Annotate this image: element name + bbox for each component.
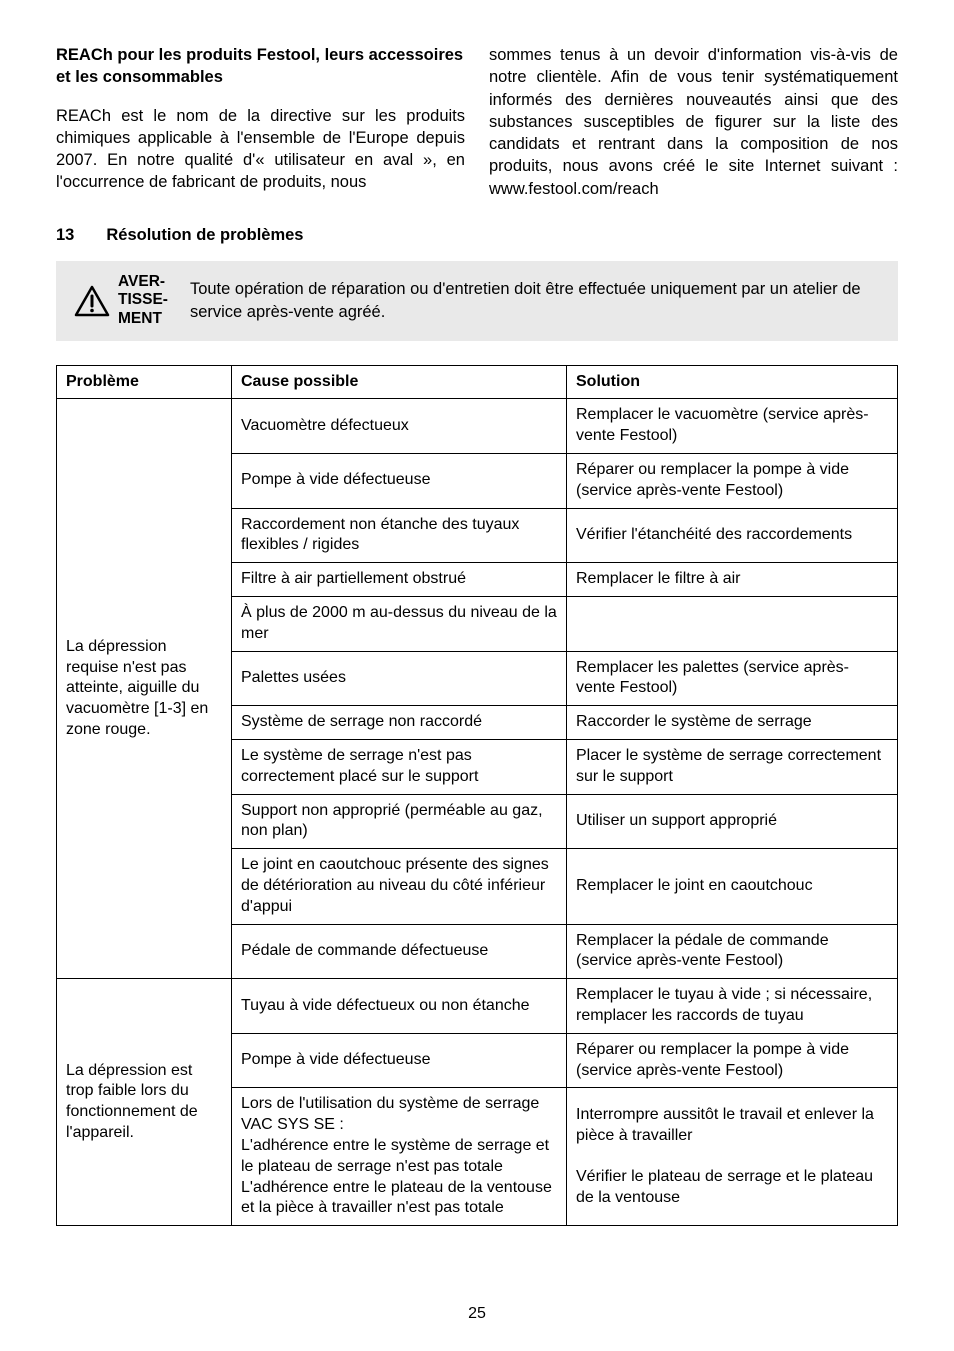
troubleshooting-table: Problème Cause possible Solution La dépr… bbox=[56, 365, 898, 1227]
warning-callout: AVER- TISSE- MENT Toute opération de rép… bbox=[56, 261, 898, 341]
cause-cell: Système de serrage non raccordé bbox=[232, 706, 567, 740]
solution-cell: Placer le système de serrage correctemen… bbox=[567, 740, 898, 795]
solution-cell: Remplacer le vacuomètre (service après-v… bbox=[567, 399, 898, 454]
cause-cell: Raccordement non étanche des tuyaux flex… bbox=[232, 508, 567, 563]
intro-right-col: sommes tenus à un devoir d'information v… bbox=[489, 44, 898, 200]
solution-cell: Remplacer les palettes (service après-ve… bbox=[567, 651, 898, 706]
header-cause: Cause possible bbox=[232, 365, 567, 399]
section-13-header: 13 Résolution de problèmes bbox=[56, 226, 898, 245]
solution-cell: Remplacer le filtre à air bbox=[567, 563, 898, 597]
cause-cell: Le système de serrage n'est pas correcte… bbox=[232, 740, 567, 795]
table-header-row: Problème Cause possible Solution bbox=[57, 365, 898, 399]
solution-cell: Réparer ou remplacer la pompe à vide (se… bbox=[567, 454, 898, 509]
solution-cell bbox=[567, 597, 898, 652]
cause-cell: Support non approprié (perméable au gaz,… bbox=[232, 794, 567, 849]
cause-cell: À plus de 2000 m au-dessus du niveau de … bbox=[232, 597, 567, 652]
reach-right-body: sommes tenus à un devoir d'information v… bbox=[489, 44, 898, 200]
cause-cell: Filtre à air partiellement obstrué bbox=[232, 563, 567, 597]
solution-cell: Remplacer le tuyau à vide ; si nécessair… bbox=[567, 979, 898, 1034]
solution-cell: Remplacer la pédale de commande (service… bbox=[567, 924, 898, 979]
section-number: 13 bbox=[56, 226, 74, 245]
reach-left-body: REACh est le nom de la directive sur les… bbox=[56, 105, 465, 194]
header-probleme: Problème bbox=[57, 365, 232, 399]
warning-label-text: AVER- TISSE- MENT bbox=[118, 273, 168, 329]
solution-cell: Réparer ou remplacer la pompe à vide (se… bbox=[567, 1033, 898, 1088]
cause-cell: Lors de l'utilisation du système de serr… bbox=[232, 1088, 567, 1226]
table-row: La dépression requise n'est pas atteinte… bbox=[57, 399, 898, 454]
section-title: Résolution de problèmes bbox=[106, 226, 303, 245]
cause-cell: Tuyau à vide défectueux ou non étanche bbox=[232, 979, 567, 1034]
warning-label: AVER- TISSE- MENT bbox=[74, 273, 168, 329]
solution-cell: Remplacer le joint en caoutchouc bbox=[567, 849, 898, 924]
intro-columns: REACh pour les produits Festool, leurs a… bbox=[56, 44, 898, 200]
solution-cell: Raccorder le système de serrage bbox=[567, 706, 898, 740]
problem-group-1: La dépression requise n'est pas atteinte… bbox=[57, 399, 232, 979]
cause-cell: Le joint en caoutchouc présente des sign… bbox=[232, 849, 567, 924]
cause-cell: Pompe à vide défectueuse bbox=[232, 1033, 567, 1088]
page-number: 25 bbox=[0, 1305, 954, 1323]
cause-cell: Pédale de commande défectueuse bbox=[232, 924, 567, 979]
cause-cell: Pompe à vide défectueuse bbox=[232, 454, 567, 509]
warning-text: Toute opération de réparation ou d'entre… bbox=[190, 278, 880, 323]
table-row: La dépression est trop faible lors du fo… bbox=[57, 979, 898, 1034]
problem-group-2: La dépression est trop faible lors du fo… bbox=[57, 979, 232, 1226]
warning-icon bbox=[74, 285, 110, 317]
reach-title: REACh pour les produits Festool, leurs a… bbox=[56, 44, 465, 89]
cause-cell: Palettes usées bbox=[232, 651, 567, 706]
cause-cell: Vacuomètre défectueux bbox=[232, 399, 567, 454]
solution-cell: Vérifier l'étanchéité des raccordements bbox=[567, 508, 898, 563]
header-solution: Solution bbox=[567, 365, 898, 399]
intro-left-col: REACh pour les produits Festool, leurs a… bbox=[56, 44, 465, 200]
solution-cell: Utiliser un support approprié bbox=[567, 794, 898, 849]
solution-cell: Interrompre aussitôt le travail et enlev… bbox=[567, 1088, 898, 1226]
